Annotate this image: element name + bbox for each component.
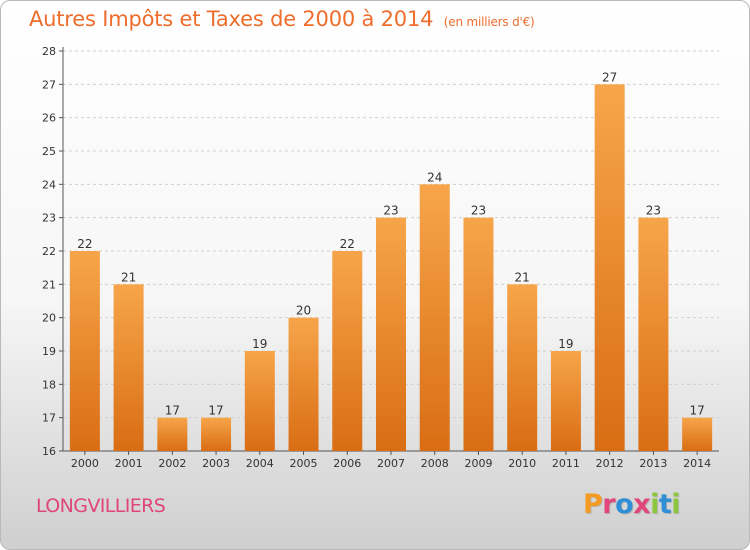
bar (244, 351, 275, 451)
x-tick-label: 2009 (464, 457, 492, 470)
data-label: 17 (689, 404, 704, 418)
data-label: 21 (515, 270, 530, 284)
y-tick-label: 23 (42, 212, 56, 225)
x-tick-label: 2006 (333, 457, 361, 470)
y-tick-label: 16 (42, 445, 56, 458)
y-tick-label: 20 (42, 312, 56, 325)
x-tick-label: 2001 (115, 457, 143, 470)
data-label: 21 (121, 270, 136, 284)
y-tick-label: 27 (42, 78, 56, 91)
y-tick-label: 26 (42, 112, 56, 125)
bar (288, 317, 319, 451)
bar (463, 217, 494, 451)
bar (332, 251, 363, 451)
data-label: 27 (602, 70, 617, 84)
bar (638, 217, 669, 451)
data-label: 22 (77, 237, 92, 251)
y-tick-label: 18 (42, 378, 56, 391)
x-tick-label: 2014 (683, 457, 711, 470)
x-tick-label: 2005 (290, 457, 318, 470)
x-tick-label: 2004 (246, 457, 274, 470)
chart-title-text: Autres Impôts et Taxes de 2000 à 2014 (29, 7, 434, 31)
logo-letter: o (615, 489, 634, 520)
data-labels: 22 21 17 17 19 20 22 23 24 23 21 19 27 23 17 (77, 70, 705, 417)
x-tick-labels: 2000 2001 2002 2003 2004 2005 2006 2007 2008 2009… (71, 457, 711, 470)
x-tick-label: 2008 (421, 457, 449, 470)
x-tick-label: 2007 (377, 457, 405, 470)
y-tick-labels: 16 17 18 19 20 21 22 23 24 25 26 27 28 (42, 45, 56, 458)
data-label: 24 (427, 170, 442, 184)
y-tick-label: 24 (42, 178, 56, 191)
x-tick-label: 2000 (71, 457, 99, 470)
bar (550, 351, 581, 451)
bar (201, 417, 232, 451)
data-label: 22 (340, 237, 355, 251)
y-tick-label: 17 (42, 412, 56, 425)
y-tick-label: 19 (42, 345, 56, 358)
data-label: 23 (383, 204, 398, 218)
bars (69, 84, 713, 452)
x-tick-label: 2013 (639, 457, 667, 470)
chart-title: Autres Impôts et Taxes de 2000 à 2014 (e… (29, 7, 535, 31)
data-label: 17 (165, 404, 180, 418)
bar (157, 417, 188, 451)
data-label: 19 (252, 337, 267, 351)
data-label: 20 (296, 304, 311, 318)
x-tick-label: 2002 (158, 457, 186, 470)
bar (419, 184, 450, 452)
bar (682, 417, 713, 451)
bar (69, 251, 100, 451)
y-tick-label: 28 (42, 45, 56, 58)
chart-unit-label: (en milliers d'€) (443, 15, 535, 29)
bar (113, 284, 144, 451)
data-label: 23 (646, 204, 661, 218)
logo-letter: i (650, 489, 659, 520)
logo-letter: t (658, 489, 672, 520)
x-tick-label: 2010 (508, 457, 536, 470)
proxiti-logo: Proxiti (583, 489, 681, 520)
x-tick-label: 2003 (202, 457, 230, 470)
data-label: 23 (471, 204, 486, 218)
commune-name: LONGVILLIERS (36, 495, 166, 517)
data-label: 19 (558, 337, 573, 351)
bar (376, 217, 406, 451)
logo-letter: i (671, 489, 681, 520)
y-tick-label: 21 (42, 278, 56, 291)
data-label: 17 (208, 404, 223, 418)
y-tick-label: 25 (42, 145, 56, 158)
logo-letter: x (633, 489, 651, 520)
x-tick-label: 2012 (596, 457, 624, 470)
logo-letter: P (583, 489, 603, 520)
bar (594, 84, 625, 451)
y-tick-label: 22 (42, 245, 56, 258)
logo-letter: r (602, 489, 616, 520)
bar (507, 284, 538, 451)
x-tick-label: 2011 (552, 457, 580, 470)
